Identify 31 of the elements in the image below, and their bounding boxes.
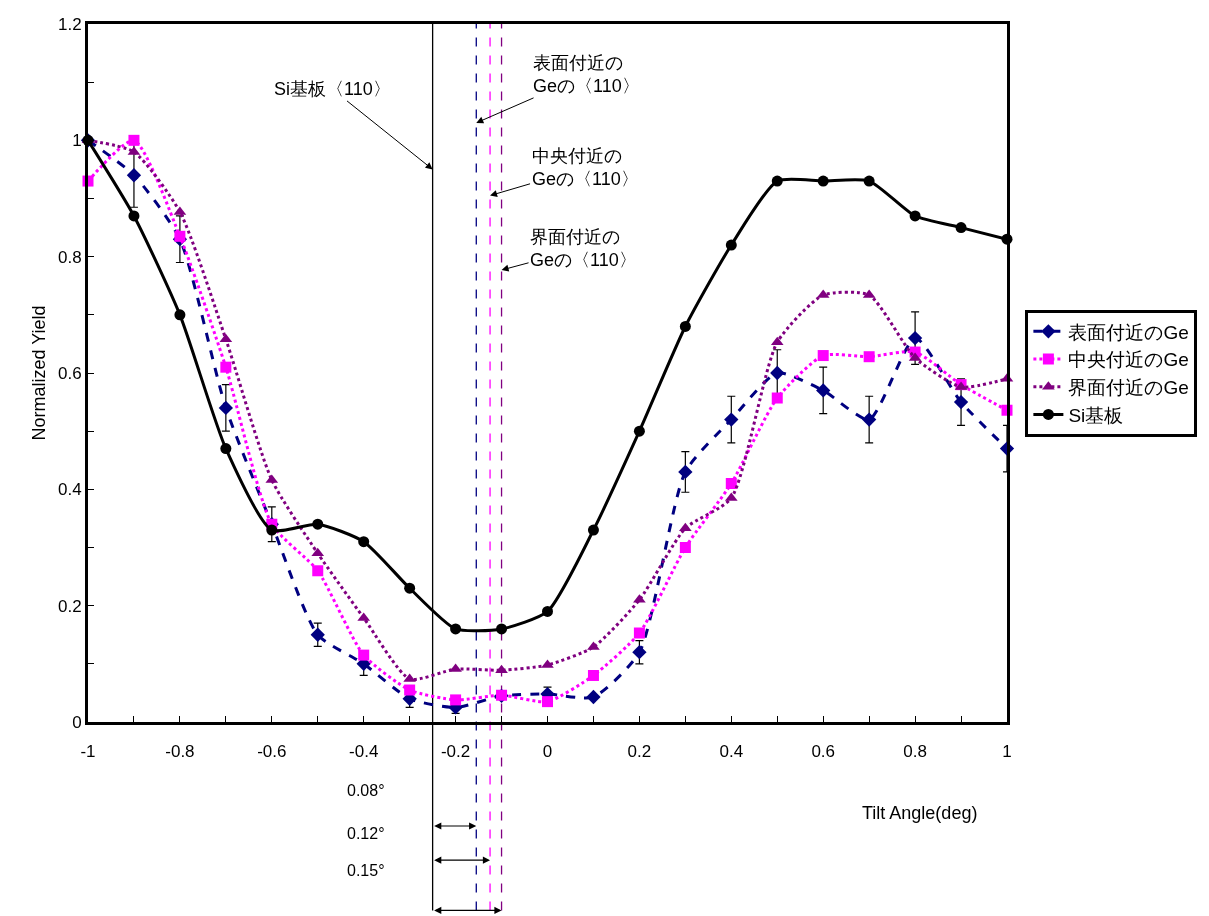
annotation: 表面付近の Geの〈110〉	[533, 53, 640, 97]
legend-label: 中央付近のGe	[1068, 349, 1189, 371]
y-tick-label: 0.4	[57, 480, 82, 500]
x-tick-label: 0	[542, 742, 553, 762]
x-tick-label: -0.8	[165, 742, 195, 762]
annotation: 中央付近の Geの〈110〉	[532, 146, 639, 190]
y-tick-label: 1.2	[57, 14, 82, 34]
legend-label: 界面付近のGe	[1068, 377, 1189, 399]
annotation: 界面付近の Geの〈110〉	[530, 227, 637, 271]
y-tick-label: 1	[72, 131, 82, 151]
text: 0.08°	[347, 782, 385, 799]
x-axis-title: Tilt Angle(deg)	[862, 803, 978, 823]
annotation: Si基板〈110〉	[274, 79, 391, 99]
y-axis-title: Normalized Yield	[29, 305, 50, 441]
x-tick-label: -0.4	[349, 742, 379, 762]
x-tick-label: -0.6	[257, 742, 287, 762]
legend-label: 表面付近のGe	[1068, 321, 1189, 343]
y-tick-label: 0.8	[57, 247, 82, 267]
text: 0.15°	[347, 862, 385, 879]
x-tick-label: 0.4	[719, 742, 744, 762]
y-tick-label: 0.2	[57, 596, 82, 616]
x-tick-label: -0.2	[440, 742, 471, 762]
x-tick-label: -1	[80, 742, 96, 762]
y-tick-label: 0	[72, 712, 82, 732]
legend-label: Si基板	[1068, 404, 1124, 426]
x-tick-label: 0.6	[811, 742, 836, 762]
x-tick-label: 0.2	[627, 742, 652, 762]
y-tick-label: 0.6	[57, 363, 82, 383]
text: 0.12°	[347, 825, 385, 842]
x-tick-label: 1	[1002, 742, 1012, 762]
x-tick-label: 0.8	[903, 742, 927, 762]
